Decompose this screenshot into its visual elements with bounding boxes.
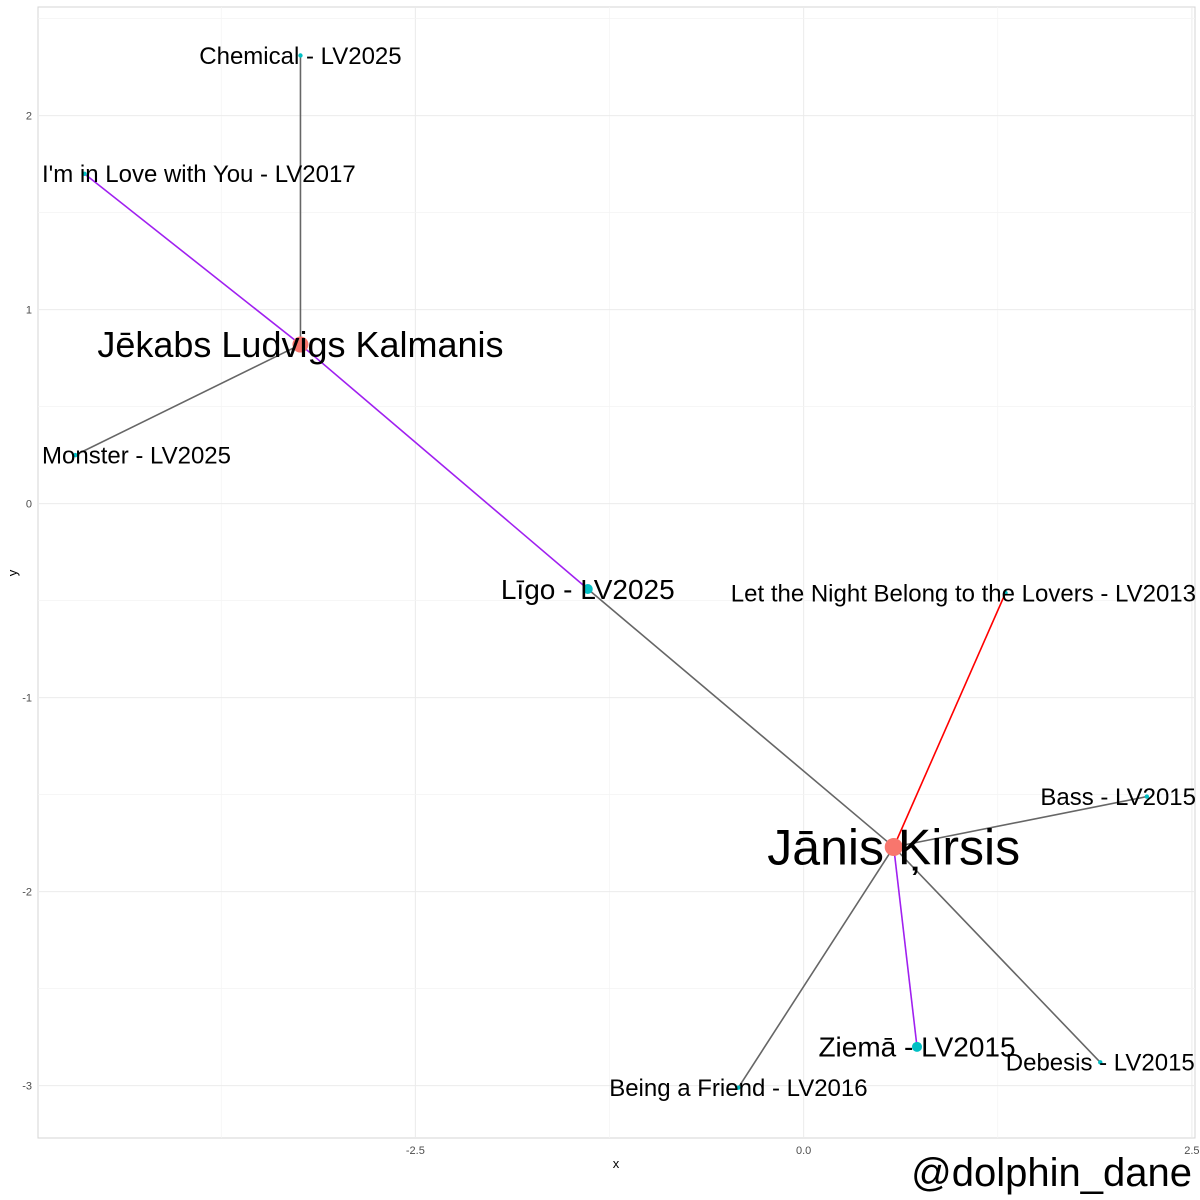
node-labels: Jēkabs Ludvigs Kalmanis Jānis Ķirsis Chemi…	[42, 43, 1196, 1102]
label-night: Let the Night Belong to the Lovers - LV2…	[731, 580, 1196, 607]
node-bass	[1144, 794, 1150, 799]
node-night	[1003, 590, 1008, 596]
y-tick-label: 0	[26, 499, 32, 511]
y-axis-title: y	[5, 569, 20, 576]
credit-handle: @dolphin_dane	[911, 1151, 1192, 1195]
label-friend: Being a Friend - LV2016	[609, 1075, 867, 1102]
label-chemical: Chemical - LV2025	[199, 43, 401, 70]
label-bass: Bass - LV2015	[1040, 784, 1196, 811]
y-tick-label: 2	[26, 111, 32, 123]
label-ligo: Līgo - LV2025	[501, 574, 675, 605]
label-monster: Monster - LV2025	[42, 443, 231, 470]
y-tick-label: 1	[26, 305, 32, 317]
y-tick-label: -1	[22, 693, 32, 705]
node-ligo	[582, 583, 593, 594]
x-axis-title: x	[613, 1156, 620, 1171]
node-jekabs	[292, 336, 309, 353]
edge-jekabs-ligo	[299, 343, 589, 590]
x-tick-label: 0.0	[796, 1145, 811, 1157]
node-friend	[736, 1085, 741, 1090]
grid	[38, 7, 1195, 1138]
label-debesis: Debesis - LV2015	[1006, 1050, 1195, 1077]
edges	[74, 55, 1148, 1088]
node-love	[82, 171, 87, 177]
node-chemical	[298, 53, 303, 58]
edge-jekabs-monster	[74, 343, 301, 456]
panel-background	[37, 6, 1196, 1139]
y-tick-label: -3	[22, 1081, 32, 1093]
node-ziema	[912, 1041, 923, 1052]
label-ziema: Ziemā - LV2015	[818, 1032, 1015, 1063]
edge-janis-debesis	[893, 846, 1101, 1063]
y-tick-label: -2	[22, 887, 32, 899]
node-janis	[884, 838, 903, 857]
label-jekabs: Jēkabs Ludvigs Kalmanis	[97, 324, 503, 365]
edge-janis-bass	[893, 795, 1148, 848]
label-love: I'm in Love with You - LV2017	[42, 161, 356, 188]
x-tick-label: 2.5	[1184, 1145, 1199, 1157]
edge-jekabs-love	[84, 173, 301, 346]
label-janis: Jānis Ķirsis	[767, 820, 1020, 876]
edge-ligo-janis	[587, 588, 895, 848]
node-monster	[73, 452, 78, 458]
nodes	[73, 53, 1150, 1090]
x-tick-label: -2.5	[406, 1145, 425, 1157]
node-debesis	[1098, 1060, 1103, 1065]
axis-ticks: -2.5 0.0 2.5 2 1 0 -1 -2 -3	[22, 111, 1199, 1157]
edge-janis-ziema	[892, 846, 918, 1047]
edge-janis-night	[892, 592, 1007, 848]
edge-janis-friend	[737, 846, 895, 1088]
